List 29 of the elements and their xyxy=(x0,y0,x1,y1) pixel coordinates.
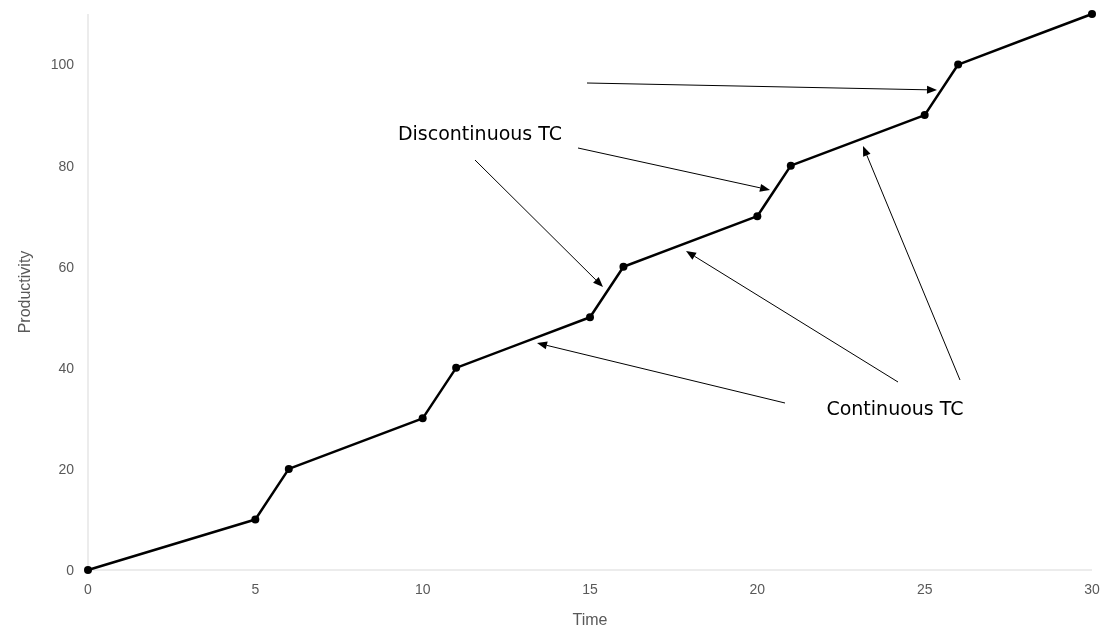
y-axis-title: Productivity xyxy=(16,250,33,334)
point xyxy=(786,161,795,170)
point xyxy=(84,566,92,574)
y-tick-label: 40 xyxy=(58,359,75,376)
x-tick-label: 10 xyxy=(414,581,431,597)
point xyxy=(452,363,461,372)
y-tick-label: 0 xyxy=(66,561,75,578)
y-tick-label: 60 xyxy=(58,258,75,275)
point xyxy=(619,262,628,271)
point xyxy=(586,313,594,322)
x-tick-label: 15 xyxy=(582,581,598,597)
point xyxy=(920,111,929,120)
point xyxy=(284,464,293,473)
y-tick-label: 100 xyxy=(50,56,75,73)
point xyxy=(418,414,427,423)
point xyxy=(954,60,963,69)
annotation: Discontinuous TC xyxy=(397,122,563,144)
annotation: Continuous TC xyxy=(826,397,964,419)
x-tick-label: 20 xyxy=(749,581,766,597)
point xyxy=(753,212,762,221)
x-tick-label: 30 xyxy=(1084,581,1100,597)
x-tick-label: 5 xyxy=(251,581,260,597)
x-axis-title: Time xyxy=(572,611,608,628)
point xyxy=(1088,10,1096,18)
x-tick-label: 25 xyxy=(916,581,933,597)
y-tick-label: 20 xyxy=(58,460,75,477)
y-tick-label: 80 xyxy=(58,157,75,174)
point xyxy=(251,515,260,524)
x-tick-label: 0 xyxy=(84,581,93,597)
